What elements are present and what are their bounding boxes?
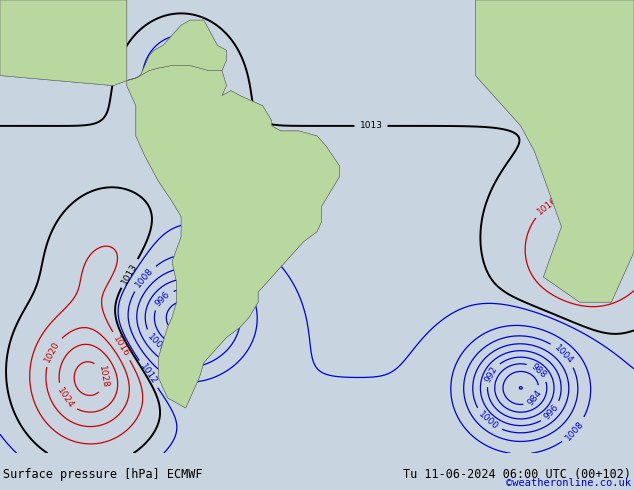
- Text: 1020: 1020: [597, 217, 621, 237]
- Text: 992: 992: [186, 296, 205, 315]
- Polygon shape: [127, 20, 226, 80]
- Text: 1000: 1000: [145, 332, 167, 355]
- Polygon shape: [476, 0, 634, 302]
- Text: 1020: 1020: [43, 339, 61, 364]
- Polygon shape: [127, 66, 340, 408]
- Text: 1028: 1028: [97, 365, 110, 389]
- Text: Tu 11-06-2024 06:00 UTC (00+102): Tu 11-06-2024 06:00 UTC (00+102): [403, 468, 631, 481]
- Polygon shape: [0, 0, 127, 86]
- Text: ©weatheronline.co.uk: ©weatheronline.co.uk: [506, 478, 631, 488]
- Text: 992: 992: [483, 365, 499, 384]
- Text: 1016: 1016: [536, 196, 559, 217]
- Text: 1008: 1008: [133, 266, 155, 290]
- Text: 1012: 1012: [208, 85, 225, 109]
- Text: 1012: 1012: [138, 362, 158, 386]
- Text: 1000: 1000: [476, 410, 500, 432]
- Text: 1013: 1013: [359, 122, 382, 130]
- Text: 984: 984: [526, 389, 544, 408]
- Text: 996: 996: [153, 290, 172, 308]
- Text: 996: 996: [543, 403, 560, 422]
- Polygon shape: [127, 20, 226, 80]
- Text: 1004: 1004: [214, 272, 236, 294]
- Text: 1004: 1004: [552, 343, 575, 366]
- Polygon shape: [127, 66, 340, 408]
- Text: 988: 988: [529, 362, 548, 380]
- Polygon shape: [0, 0, 127, 86]
- Text: 1024: 1024: [55, 386, 75, 410]
- Polygon shape: [476, 0, 634, 302]
- Text: 1016: 1016: [112, 334, 131, 358]
- Text: 1013: 1013: [120, 261, 139, 286]
- Text: 1008: 1008: [564, 419, 586, 442]
- Text: Surface pressure [hPa] ECMWF: Surface pressure [hPa] ECMWF: [3, 468, 203, 481]
